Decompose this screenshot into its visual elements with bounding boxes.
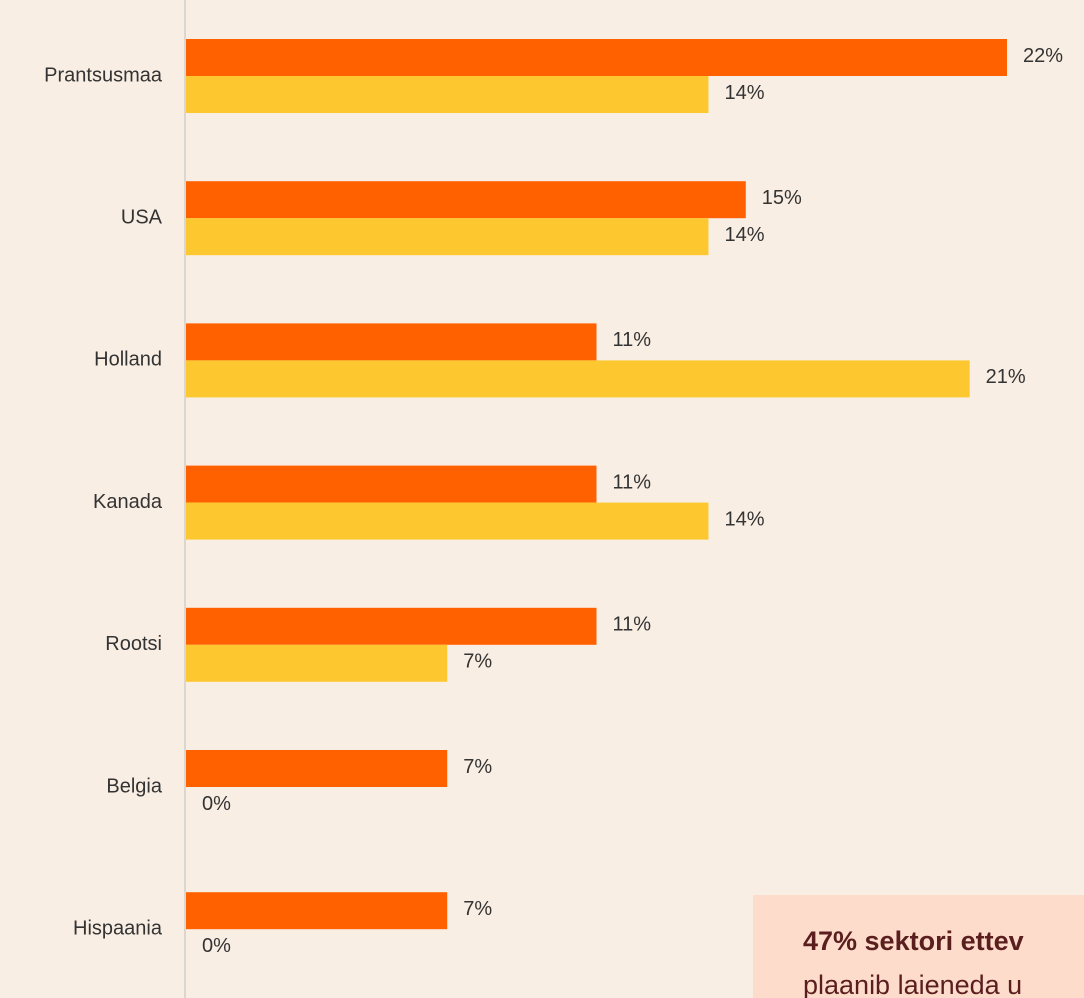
bar (186, 181, 746, 219)
category-label: Prantsusmaa (44, 64, 163, 86)
category-label: Kanada (93, 491, 163, 513)
callout-text: 47% sektori ettev (803, 926, 1024, 956)
bar (186, 892, 448, 930)
value-label: 11% (613, 329, 652, 351)
value-label: 22% (1023, 45, 1063, 67)
bar (186, 607, 597, 645)
category-label: Holland (94, 349, 162, 371)
value-label: 7% (463, 651, 492, 673)
value-label: 21% (986, 366, 1026, 388)
callout-box (753, 895, 1084, 998)
value-label: 14% (724, 82, 764, 104)
value-label: 15% (762, 187, 802, 209)
value-label: 7% (463, 756, 492, 778)
callout-text: plaanib laieneda u (803, 970, 1022, 998)
bar (186, 76, 709, 113)
bar (186, 750, 448, 787)
value-label: 0% (202, 935, 231, 957)
category-label: Belgia (106, 775, 162, 797)
bar (186, 323, 597, 361)
bar (186, 360, 970, 398)
value-label: 7% (463, 898, 492, 920)
bar (186, 502, 709, 540)
bar (186, 644, 448, 682)
value-label: 14% (724, 224, 764, 246)
category-label: Hispaania (73, 917, 163, 939)
category-label: USA (121, 206, 163, 228)
value-label: 11% (613, 471, 652, 493)
value-label: 14% (724, 508, 764, 530)
bar (186, 218, 709, 256)
category-label: Rootsi (105, 633, 162, 655)
bar (186, 39, 1007, 76)
value-label: 11% (613, 614, 652, 636)
value-label: 0% (202, 793, 231, 815)
bar (186, 465, 597, 503)
